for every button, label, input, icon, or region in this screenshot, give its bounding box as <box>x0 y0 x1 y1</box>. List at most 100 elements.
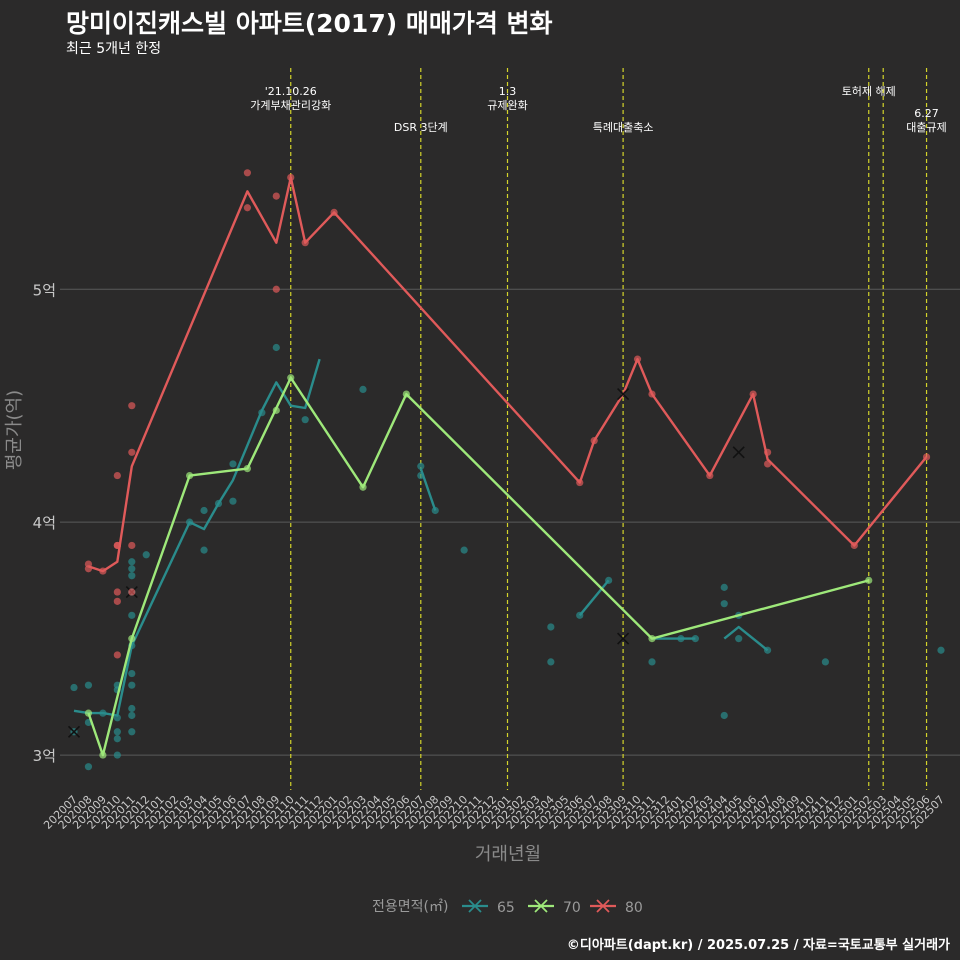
legend: 전용면적(㎡) 65 70 80 <box>372 899 643 916</box>
point-80 <box>330 208 338 216</box>
point-65 <box>229 460 237 468</box>
point-65 <box>720 583 728 591</box>
y-axis-title: 평균가(억) <box>4 390 25 470</box>
point-70 <box>287 374 295 382</box>
series-layer <box>67 169 945 771</box>
point-80 <box>128 541 136 550</box>
point-70 <box>648 635 656 643</box>
point-65 <box>214 499 223 508</box>
cancel-stroke <box>67 725 81 738</box>
event-label: 대출규제 <box>906 121 946 134</box>
cancelled-mark-65 <box>617 632 630 645</box>
series-line-65 <box>723 625 769 652</box>
event-label: DSR 3단계 <box>394 121 448 134</box>
point-80 <box>243 204 251 212</box>
cancelled-mark-65 <box>67 725 81 738</box>
legend-label: 80 <box>625 900 643 916</box>
point-65 <box>417 471 425 480</box>
point-65 <box>128 572 136 580</box>
point-80 <box>113 651 121 659</box>
point-65 <box>258 409 266 417</box>
point-65 <box>128 611 136 619</box>
point-80 <box>128 402 136 410</box>
point-65 <box>84 763 93 771</box>
cancelled-mark-80 <box>617 387 630 401</box>
point-65 <box>937 646 945 654</box>
x-axis-title: 거래년월 <box>475 844 541 865</box>
point-65 <box>84 681 93 689</box>
point-65 <box>128 711 136 720</box>
legend-item-65: 65 <box>462 899 515 916</box>
chart-caption: ©디아파트(dapt.kr) / 2025.07.25 / 자료=국토교통부 실… <box>566 938 950 953</box>
cancel-stroke <box>617 632 630 645</box>
event-label: 특례대출축소 <box>593 121 654 134</box>
point-70 <box>84 709 93 717</box>
point-80 <box>128 448 136 456</box>
point-65 <box>229 497 237 505</box>
event-label: 6.27 <box>914 107 939 120</box>
legend-label: 70 <box>563 900 581 916</box>
point-80 <box>633 355 642 363</box>
point-65 <box>128 728 136 736</box>
point-80 <box>113 541 121 550</box>
point-80 <box>99 567 107 575</box>
point-80 <box>590 437 598 445</box>
point-65 <box>142 551 150 559</box>
point-65 <box>460 546 468 554</box>
event-label: 규제완화 <box>487 99 527 112</box>
point-65 <box>547 623 555 631</box>
legend-label: 65 <box>497 900 515 916</box>
point-80 <box>850 541 858 550</box>
point-65 <box>735 635 743 643</box>
legend-item-80: 80 <box>590 899 643 916</box>
point-65 <box>691 635 699 643</box>
point-65 <box>70 683 78 692</box>
point-80 <box>272 192 280 200</box>
event-label: 1.3 <box>499 85 517 98</box>
point-80 <box>243 169 251 177</box>
point-65 <box>113 728 121 736</box>
point-70 <box>359 483 367 491</box>
point-80 <box>749 390 757 398</box>
point-65 <box>720 711 728 720</box>
point-65 <box>301 416 309 424</box>
cancel-stroke <box>732 446 745 459</box>
point-80 <box>706 471 714 480</box>
point-80 <box>287 173 295 182</box>
grid-layer <box>60 288 960 756</box>
legend-key-x <box>534 899 548 913</box>
point-80 <box>576 478 584 487</box>
point-80 <box>764 460 772 468</box>
point-70 <box>402 390 410 398</box>
point-65 <box>576 611 584 619</box>
point-70 <box>186 471 194 480</box>
point-65 <box>547 658 555 666</box>
point-65 <box>821 658 830 666</box>
point-80 <box>922 453 931 461</box>
point-65 <box>605 576 613 584</box>
y-tick-label: 3억 <box>33 747 56 765</box>
point-65 <box>431 506 439 515</box>
series-line-65 <box>73 358 321 717</box>
point-65 <box>113 735 121 743</box>
legend-key-x <box>468 899 482 913</box>
y-tick-label: 4억 <box>33 514 56 532</box>
event-label: 가계부채관리강화 <box>250 99 331 112</box>
point-65 <box>113 714 121 722</box>
point-80 <box>113 471 121 480</box>
point-80 <box>84 560 93 568</box>
point-65 <box>128 681 136 689</box>
chart-subtitle: 최근 5개년 한정 <box>66 41 162 57</box>
point-65 <box>99 709 107 717</box>
point-65 <box>113 751 121 759</box>
point-80 <box>301 239 309 247</box>
y-tick-label: 5억 <box>33 281 56 299</box>
series-line-65 <box>578 579 610 617</box>
point-70 <box>99 751 107 759</box>
point-65 <box>677 635 685 643</box>
point-65 <box>128 565 136 573</box>
point-80 <box>113 597 121 605</box>
point-65 <box>128 704 136 713</box>
